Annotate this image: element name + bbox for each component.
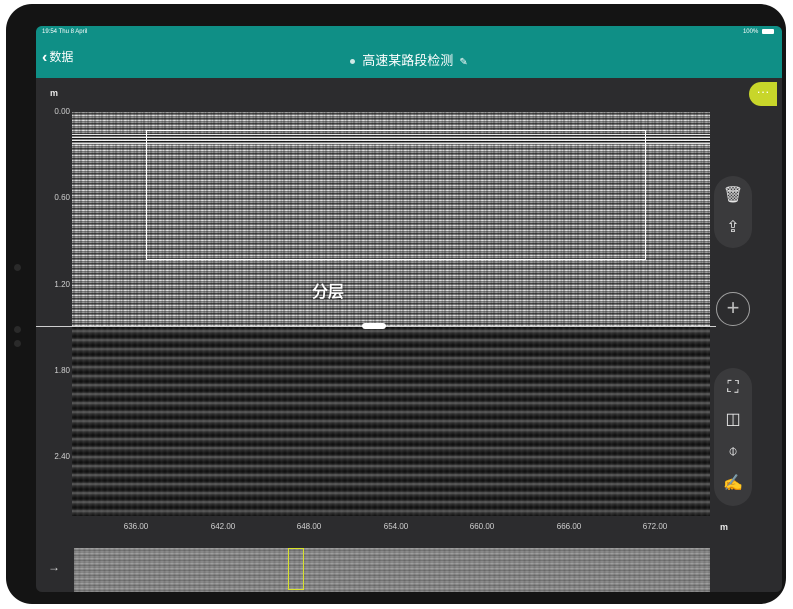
page-title: 高速某路段检测: [362, 53, 454, 68]
edit-title-icon[interactable]: ✎: [459, 57, 468, 68]
overview-minimap[interactable]: [74, 548, 710, 592]
minimap-viewport[interactable]: [288, 548, 304, 590]
divider-handle[interactable]: [362, 323, 386, 329]
x-tick-label: 648.00: [296, 522, 322, 531]
pen-icon[interactable]: ✍: [723, 475, 743, 492]
share-icon[interactable]: ⇪: [726, 219, 740, 236]
radargram-upper: [72, 112, 710, 326]
side-button: [14, 264, 21, 271]
app-screen: 19:54 Thu 8 April 100% ‹ 数据 高速某路段检测 ✎ ··· …: [36, 26, 782, 592]
y-tick-label: 0.00: [54, 107, 70, 116]
more-icon[interactable]: ···: [749, 82, 777, 106]
edit-tool-group: 🗑 ⇪: [714, 176, 752, 248]
side-button: [14, 340, 21, 347]
y-tick-label: 0.60: [54, 193, 70, 202]
status-bar: 19:54 Thu 8 April 100%: [36, 26, 782, 38]
arrow-right-icon[interactable]: →: [48, 560, 60, 574]
y-tick-label: 1.80: [54, 366, 70, 375]
chevron-left-icon: ‹: [42, 49, 48, 66]
x-tick-label: 636.00: [123, 522, 149, 531]
x-tick-label: 672.00: [642, 522, 668, 531]
page-title-group[interactable]: 高速某路段检测 ✎: [36, 50, 782, 69]
x-axis-unit: m: [720, 522, 729, 532]
x-tick-label: 654.00: [383, 522, 409, 531]
annotation-tool-group: ⛶ ◫ ⌽ ✍: [714, 368, 752, 506]
side-button: [14, 326, 21, 333]
battery-indicator: 100%: [743, 29, 774, 35]
back-button[interactable]: ‹ 数据: [42, 48, 73, 67]
y-tick-label: 1.20: [54, 280, 70, 289]
add-icon[interactable]: +: [716, 292, 750, 326]
back-label: 数据: [49, 50, 74, 64]
status-dot-icon: [350, 59, 356, 65]
y-tick-label: 2.40: [54, 452, 70, 461]
radargram-lower: [72, 326, 710, 516]
x-tick-label: 642.00: [210, 522, 236, 531]
nav-bar: ‹ 数据 高速某路段检测 ✎: [36, 38, 782, 78]
y-axis-unit: m: [50, 88, 59, 98]
battery-icon: [762, 29, 774, 34]
x-tick-label: 666.00: [556, 522, 582, 531]
trash-icon[interactable]: 🗑: [722, 187, 744, 204]
status-time: 19:54 Thu 8 April: [42, 29, 88, 35]
selection-label: 分层: [312, 284, 345, 301]
select-rect-icon[interactable]: ⛶: [727, 379, 739, 396]
x-tick-label: 660.00: [469, 522, 495, 531]
layer-selection-box[interactable]: [146, 130, 646, 260]
battery-percent: 100%: [742, 29, 759, 36]
radargram-view[interactable]: [72, 112, 710, 516]
tablet-frame: 19:54 Thu 8 April 100% ‹ 数据 高速某路段检测 ✎ ··· …: [6, 4, 786, 604]
pin-icon[interactable]: ⌽: [728, 443, 738, 460]
split-icon[interactable]: ◫: [725, 411, 741, 428]
